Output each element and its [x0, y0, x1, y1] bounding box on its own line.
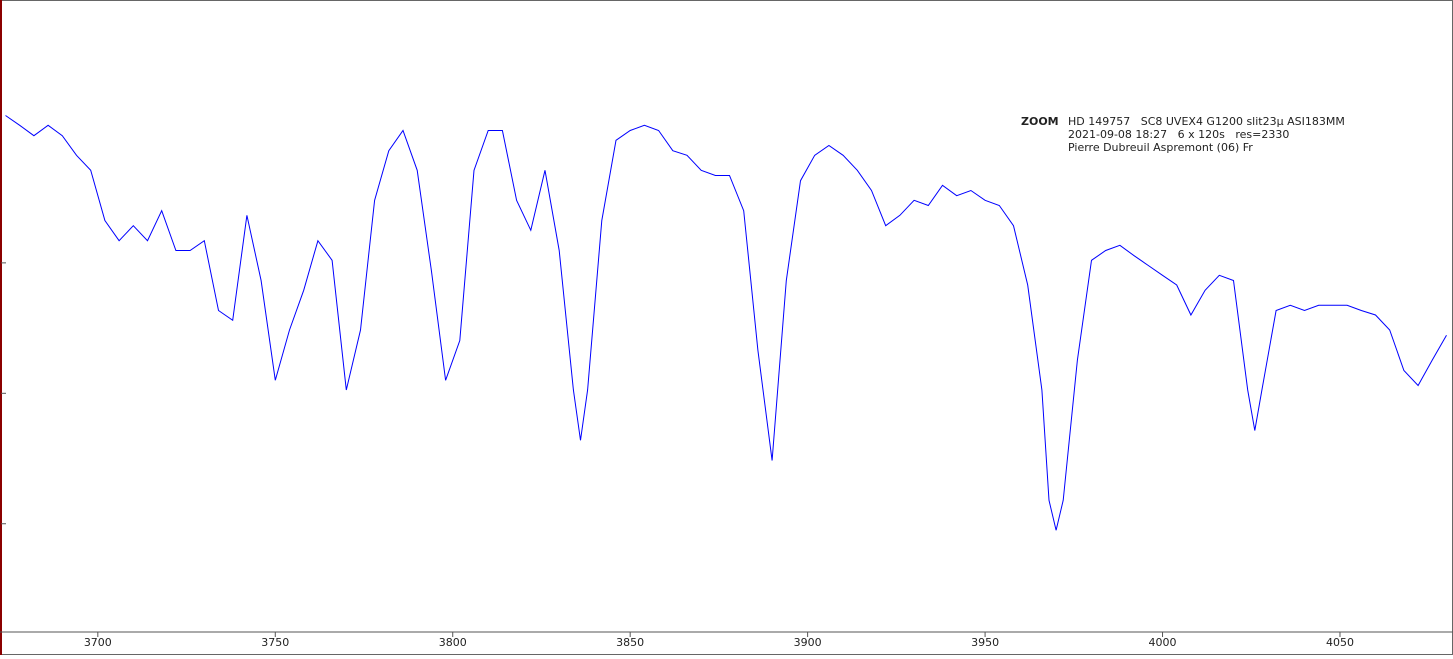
- x-tick-label: 3950: [971, 636, 999, 649]
- x-tick-label: 3800: [439, 636, 467, 649]
- annotation: Pierre Dubreuil Aspremont (06) Fr: [1068, 141, 1253, 154]
- annotation: HD 149757 SC8 UVEX4 G1200 slit23µ ASI183…: [1068, 115, 1345, 128]
- annotation: 2021-09-08 18:27 6 x 120s res=2330: [1068, 128, 1289, 141]
- x-tick-label: 3750: [261, 636, 289, 649]
- annotation: ZOOM: [1021, 115, 1059, 128]
- x-tick-label: 3850: [616, 636, 644, 649]
- x-tick-label: 3700: [84, 636, 112, 649]
- x-tick-label: 4000: [1149, 636, 1177, 649]
- x-tick-label: 3900: [794, 636, 822, 649]
- x-tick-label: 4050: [1326, 636, 1354, 649]
- spectrum-line: [5, 115, 1447, 531]
